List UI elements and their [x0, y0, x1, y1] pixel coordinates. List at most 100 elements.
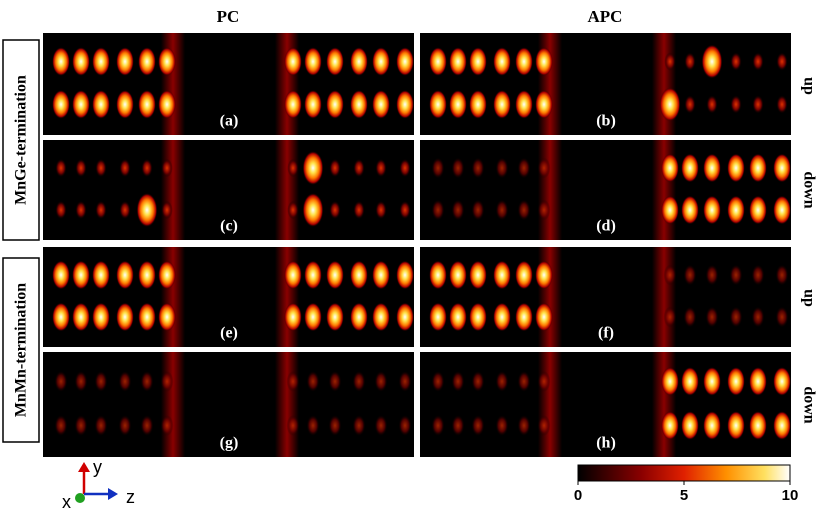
intensity-spot	[429, 260, 447, 290]
intensity-spot	[515, 260, 533, 290]
intensity-spot	[372, 90, 390, 119]
intensity-spot	[326, 302, 344, 332]
intensity-spot	[372, 47, 390, 76]
intensity-spot	[749, 195, 767, 225]
intensity-spot	[664, 52, 676, 71]
intensity-spot	[350, 260, 368, 290]
intensity-spot	[52, 47, 70, 76]
intensity-spot	[469, 260, 487, 290]
intensity-spot	[94, 371, 108, 392]
intensity-spot	[727, 367, 745, 396]
intensity-spot	[304, 90, 322, 119]
intensity-spot	[396, 302, 414, 332]
intensity-spot	[399, 158, 411, 178]
intensity-spot	[72, 302, 90, 332]
intensity-spot	[776, 95, 788, 114]
intensity-spot	[449, 47, 467, 76]
row-label-box	[2, 257, 40, 443]
intensity-spot	[55, 200, 67, 220]
intensity-spot	[705, 306, 719, 328]
intensity-spot	[52, 90, 70, 119]
intensity-spot	[683, 264, 697, 286]
intensity-spot	[471, 199, 485, 221]
intensity-spot	[326, 47, 344, 76]
intensity-spot	[158, 90, 176, 119]
intensity-spot	[684, 95, 696, 114]
intensity-spot	[706, 95, 718, 114]
intensity-spot	[730, 95, 742, 114]
intensity-spot	[661, 153, 679, 183]
row-label-box	[2, 39, 40, 241]
intensity-spot	[398, 371, 412, 392]
intensity-spot	[727, 411, 745, 440]
intensity-spot	[752, 52, 764, 71]
intensity-spot	[517, 371, 531, 392]
intensity-spot	[284, 260, 302, 290]
intensity-spot	[302, 193, 324, 227]
band	[652, 247, 676, 347]
intensity-spot	[773, 367, 791, 396]
intensity-spot	[399, 200, 411, 220]
intensity-spot	[72, 260, 90, 290]
intensity-spot	[372, 260, 390, 290]
band	[161, 352, 185, 457]
z-arrowhead	[108, 488, 118, 500]
intensity-spot	[493, 47, 511, 76]
intensity-spot	[681, 153, 699, 183]
intensity-spot	[773, 411, 791, 440]
intensity-spot	[161, 200, 173, 220]
intensity-spot	[471, 415, 485, 436]
intensity-spot	[119, 158, 131, 178]
intensity-spot	[659, 87, 681, 122]
intensity-spot	[429, 47, 447, 76]
x-dot	[75, 493, 85, 503]
intensity-spot	[495, 199, 509, 221]
intensity-spot	[681, 195, 699, 225]
panel-label: (e)	[220, 325, 238, 342]
intensity-spot	[55, 158, 67, 178]
intensity-spot	[681, 367, 699, 396]
band	[275, 140, 299, 240]
intensity-spot	[350, 47, 368, 76]
intensity-spot	[729, 264, 743, 286]
intensity-spot	[375, 158, 387, 178]
axis-icon: y x z	[62, 457, 135, 512]
intensity-spot	[286, 415, 300, 436]
intensity-spot	[306, 415, 320, 436]
intensity-spot	[118, 415, 132, 436]
intensity-spot	[160, 415, 174, 436]
intensity-spot	[74, 371, 88, 392]
intensity-spot	[95, 200, 107, 220]
intensity-spot	[471, 371, 485, 392]
intensity-spot	[54, 415, 68, 436]
intensity-spot	[537, 157, 551, 179]
intensity-spot	[396, 90, 414, 119]
intensity-spot	[661, 195, 679, 225]
intensity-spot	[374, 415, 388, 436]
intensity-spot	[396, 47, 414, 76]
intensity-spot	[431, 371, 445, 392]
intensity-spot	[116, 302, 134, 332]
spin-label: up	[800, 289, 817, 307]
intensity-spot	[328, 371, 342, 392]
intensity-spot	[138, 47, 156, 76]
colorbar-ticks: 0 5 10	[574, 481, 798, 504]
intensity-spot	[54, 371, 68, 392]
intensity-spot	[329, 158, 341, 178]
intensity-spot	[160, 371, 174, 392]
intensity-spot	[286, 371, 300, 392]
intensity-spot	[353, 200, 365, 220]
intensity-spot	[372, 302, 390, 332]
intensity-spot	[158, 47, 176, 76]
panel-label: (b)	[596, 113, 616, 130]
colorbar-tick-label: 0	[574, 487, 582, 504]
intensity-spot	[469, 90, 487, 119]
intensity-spot	[703, 195, 721, 225]
intensity-spot	[138, 90, 156, 119]
intensity-spot	[749, 411, 767, 440]
spin-label: down	[800, 171, 817, 208]
intensity-spot	[705, 264, 719, 286]
panel-grid: (a) (b) (c) (d) (e) (f) (g) (h)	[43, 33, 791, 457]
intensity-spot	[374, 371, 388, 392]
